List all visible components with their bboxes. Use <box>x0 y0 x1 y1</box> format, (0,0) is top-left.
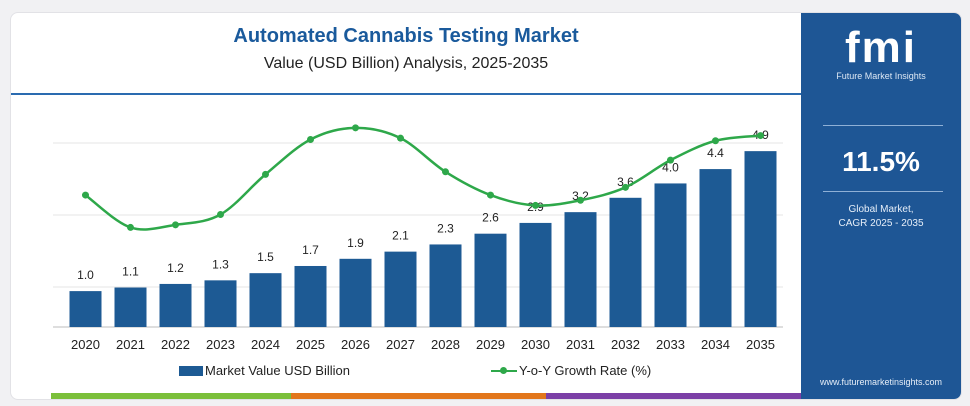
chart-area: Automated Cannabis Testing Market Value … <box>11 13 801 399</box>
cagr-value: 11.5% <box>842 146 920 177</box>
growth-point-2025 <box>307 135 314 143</box>
bar-2033 <box>654 183 687 327</box>
growth-point-2029 <box>487 191 494 199</box>
growth-point-2022 <box>172 221 179 229</box>
x-tick-2032: 2032 <box>611 337 640 352</box>
legend-label-market-value: Market Value USD Billion <box>205 363 350 378</box>
bar-2030 <box>519 222 552 327</box>
bar-label-2025: 1.7 <box>302 243 319 257</box>
legend-line-swatch <box>491 366 517 376</box>
website-url: www.futuremarketinsights.com <box>819 377 943 387</box>
bar-2027 <box>384 251 417 327</box>
chart-legend: Market Value USD Billion Y-o-Y Growth Ra… <box>11 363 801 383</box>
bar-label-2034: 4.4 <box>707 146 724 160</box>
logo-mark: fmi <box>845 23 917 72</box>
bar-2022 <box>159 283 192 327</box>
growth-point-2031 <box>577 196 584 204</box>
bar-2023 <box>204 280 237 327</box>
bar-label-2028: 2.3 <box>437 221 454 235</box>
sidebar-divider-bottom <box>823 191 943 192</box>
chart-subtitle: Value (USD Billion) Analysis, 2025-2035 <box>263 55 549 72</box>
color-strip <box>51 393 801 399</box>
chart-title: Automated Cannabis Testing Market <box>233 25 579 47</box>
bar-label-2029: 2.6 <box>482 211 499 225</box>
x-tick-2035: 2035 <box>746 337 775 352</box>
chart-plot: 1.01.11.21.31.51.71.92.12.32.62.93.23.64… <box>53 124 783 352</box>
cagr-label-line2: CAGR 2025 - 2035 <box>838 218 924 229</box>
growth-point-2032 <box>622 183 629 191</box>
x-tick-2027: 2027 <box>386 337 415 352</box>
growth-point-2024 <box>262 170 269 178</box>
growth-point-2023 <box>217 210 224 218</box>
bar-label-2026: 1.9 <box>347 236 364 250</box>
x-tick-2028: 2028 <box>431 337 460 352</box>
bar-label-2022: 1.2 <box>167 261 184 275</box>
legend-item-growth-rate: Y-o-Y Growth Rate (%) <box>491 363 651 378</box>
legend-bar-swatch <box>179 365 203 376</box>
chart-card: Automated Cannabis Testing Market Value … <box>10 12 962 400</box>
x-tick-2030: 2030 <box>521 337 550 352</box>
title-divider <box>11 93 801 95</box>
legend-label-growth-rate: Y-o-Y Growth Rate (%) <box>519 363 652 378</box>
growth-line-path <box>84 126 761 231</box>
growth-point-2028 <box>442 168 449 176</box>
growth-point-2034 <box>712 137 719 145</box>
growth-point-2033 <box>667 156 674 164</box>
sidebar-divider-top <box>823 125 943 126</box>
bar-label-2024: 1.5 <box>257 250 274 264</box>
bar-2020 <box>69 291 102 327</box>
bar-2035 <box>744 151 777 327</box>
bar-label-2033: 4.0 <box>662 160 679 174</box>
cagr-label-line1: Global Market, <box>848 204 914 215</box>
bar-2024 <box>249 273 282 327</box>
bar-2029 <box>474 233 507 327</box>
cagr-label: Global Market, CAGR 2025 - 2035 <box>801 203 961 231</box>
x-tick-2026: 2026 <box>341 337 370 352</box>
x-tick-2025: 2025 <box>296 337 325 352</box>
bar-2021 <box>114 287 147 327</box>
x-tick-labels: 2020 2021 2022 2023 2024 2025 2026 2027 2028 2029… <box>71 337 775 352</box>
bar-2032 <box>609 197 642 327</box>
growth-point-2030 <box>532 201 539 209</box>
bar-label-2020: 1.0 <box>77 268 94 282</box>
bar-series <box>69 151 777 327</box>
bar-label-2023: 1.3 <box>212 257 229 271</box>
x-tick-2034: 2034 <box>701 337 730 352</box>
x-tick-2024: 2024 <box>251 337 280 352</box>
growth-line-series <box>82 124 764 231</box>
fmi-logo: fmi Future Market Insights <box>801 23 961 93</box>
growth-point-2026 <box>352 124 359 132</box>
bar-label-2027: 2.1 <box>392 229 409 243</box>
x-tick-2022: 2022 <box>161 337 190 352</box>
info-sidebar: fmi Future Market Insights 11.5% Global … <box>801 13 961 399</box>
x-tick-2021: 2021 <box>116 337 145 352</box>
x-tick-2033: 2033 <box>656 337 685 352</box>
bar-2025 <box>294 265 327 327</box>
bar-2026 <box>339 258 372 327</box>
bar-2028 <box>429 244 462 327</box>
growth-point-2027 <box>397 134 404 142</box>
x-tick-2020: 2020 <box>71 337 100 352</box>
growth-point-2020 <box>82 191 89 199</box>
x-tick-2029: 2029 <box>476 337 505 352</box>
logo-tagline: Future Market Insights <box>836 71 926 81</box>
legend-item-market-value: Market Value USD Billion <box>179 363 350 378</box>
x-tick-2031: 2031 <box>566 337 595 352</box>
growth-point-2021 <box>127 223 134 231</box>
bar-2034 <box>699 169 732 327</box>
x-tick-2023: 2023 <box>206 337 235 352</box>
growth-point-2035 <box>757 132 764 140</box>
bar-label-2021: 1.1 <box>122 265 139 279</box>
bar-2031 <box>564 212 597 327</box>
